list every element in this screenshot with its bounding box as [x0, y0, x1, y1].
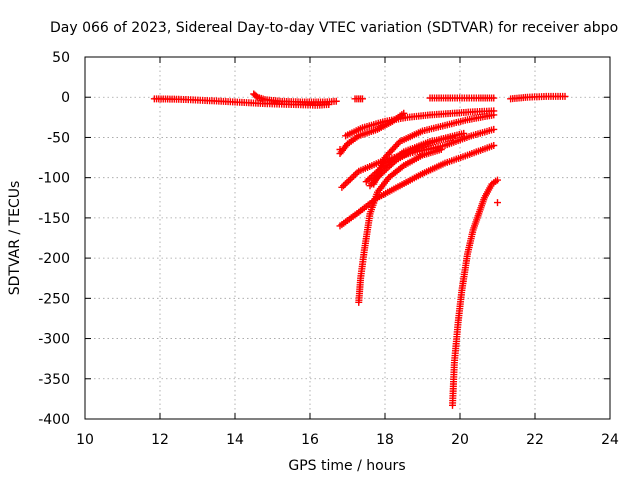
data-point [346, 175, 354, 183]
x-axis-label: GPS time / hours [288, 458, 405, 474]
data-point [490, 141, 498, 149]
data-point [332, 97, 340, 105]
data-point [494, 199, 501, 207]
data-point [490, 94, 498, 102]
x-tick-label: 20 [451, 432, 469, 448]
data-point [345, 177, 353, 185]
data-point [348, 174, 356, 182]
data-point [400, 109, 408, 117]
data-point [341, 180, 349, 188]
y-tick-label: -250 [38, 291, 70, 307]
data-point [494, 176, 501, 184]
isolated-points [336, 146, 501, 207]
y-tick-label: -150 [38, 211, 70, 227]
x-tick-label: 14 [226, 432, 244, 448]
data-point [437, 146, 445, 154]
data-point [359, 95, 366, 103]
series-s12 [370, 111, 498, 188]
y-tick-label: -50 [47, 130, 70, 146]
x-tick-labels: 10 12 14 16 18 20 22 24 [76, 432, 619, 448]
x-tick-label: 16 [301, 432, 319, 448]
x-tick-label: 18 [376, 432, 394, 448]
series-s2 [250, 90, 340, 106]
y-tick-label: -200 [38, 251, 70, 267]
y-tick-label: 0 [61, 90, 70, 106]
series-s5 [507, 92, 569, 103]
y-tick-label: -400 [38, 412, 70, 428]
data-point [561, 92, 569, 100]
grid-lines [85, 57, 610, 419]
x-tick-label: 22 [526, 432, 544, 448]
data-point [340, 182, 348, 190]
axis-ticks [84, 56, 611, 420]
series-s3 [351, 95, 366, 103]
series-s4 [426, 94, 498, 102]
series-s1 [150, 95, 333, 109]
data-point [343, 178, 351, 186]
data-point [395, 139, 402, 147]
data-point [338, 183, 346, 191]
data-point [351, 170, 359, 178]
y-tick-label: 50 [52, 50, 70, 66]
series-s14 [449, 176, 501, 409]
x-tick-label: 10 [76, 432, 94, 448]
series-s7 [336, 109, 408, 158]
data-point [460, 129, 468, 137]
x-tick-label: 24 [601, 432, 619, 448]
data-points [150, 90, 569, 409]
y-tick-labels: 50 0 -50 -100 -150 -200 -250 -300 -350 -400 [38, 50, 70, 428]
data-point [336, 146, 344, 154]
x-tick-label: 12 [151, 432, 169, 448]
series-s9 [336, 141, 498, 230]
plot-frame [84, 56, 611, 420]
data-point [490, 111, 498, 119]
data-point [490, 125, 498, 133]
data-point [350, 172, 358, 180]
data-point [449, 133, 456, 141]
y-axis-label: SDTVAR / TECUs [7, 181, 23, 296]
y-tick-label: -100 [38, 171, 70, 187]
y-tick-label: -300 [38, 332, 70, 348]
chart-title: Day 066 of 2023, Sidereal Day-to-day VTE… [50, 20, 618, 36]
y-tick-label: -350 [38, 372, 70, 388]
series-s13 [355, 146, 445, 306]
